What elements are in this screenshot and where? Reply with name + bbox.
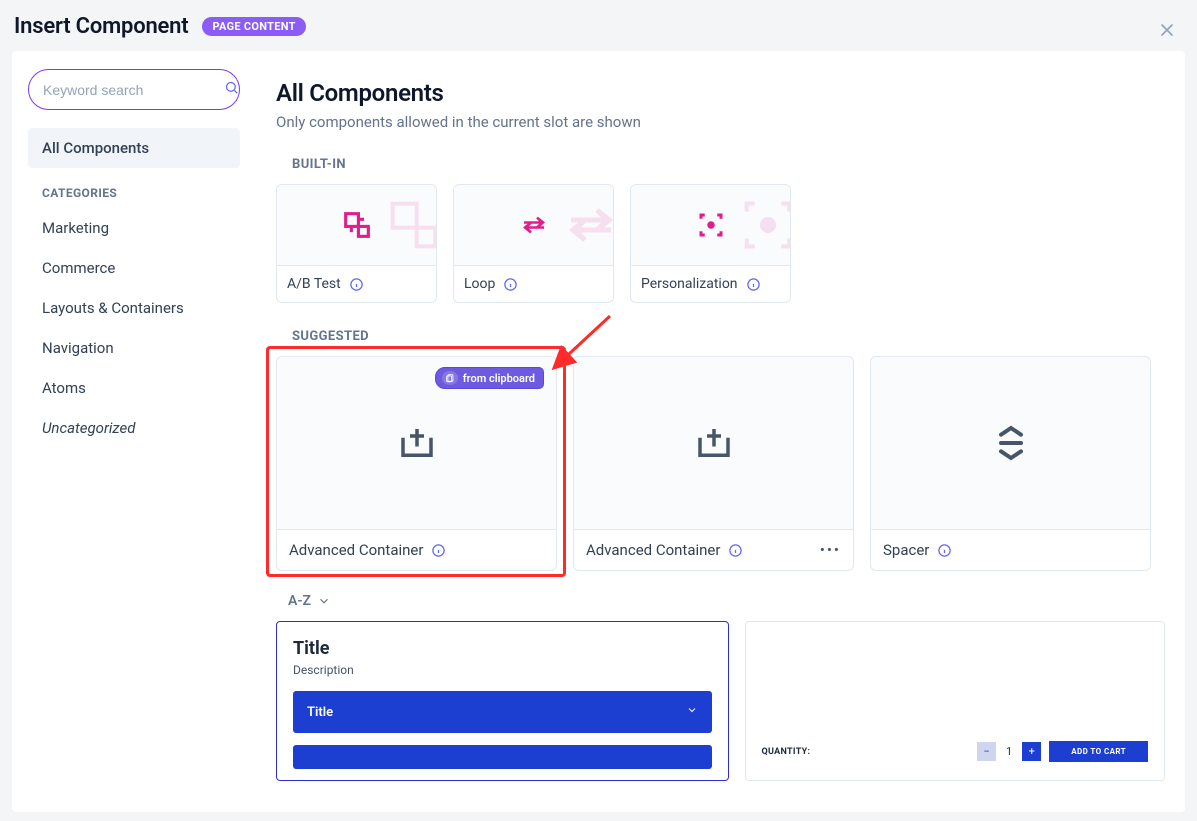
quantity-value: 1: [1004, 745, 1014, 758]
loop-ghost-icon: [547, 195, 613, 255]
add-to-cart-button[interactable]: ADD TO CART: [1049, 741, 1148, 762]
info-icon[interactable]: [349, 277, 364, 292]
info-icon[interactable]: [503, 277, 518, 292]
card-ab-test[interactable]: A/B Test: [276, 184, 437, 303]
info-icon[interactable]: [746, 277, 761, 292]
card-foot: Loop: [454, 265, 613, 302]
sidebar-item-uncategorized[interactable]: Uncategorized: [28, 408, 240, 448]
from-clipboard-badge: from clipboard: [435, 367, 544, 389]
preview-description: Description: [293, 663, 712, 677]
card-foot: Advanced Container •••: [574, 529, 853, 570]
personalization-ghost-icon: [726, 193, 790, 257]
close-icon[interactable]: [1157, 20, 1177, 44]
card-spacer[interactable]: Spacer: [870, 356, 1151, 571]
chevron-down-icon: [317, 594, 331, 608]
modal-header: Insert Component PAGE CONTENT: [0, 0, 1197, 51]
sidebar-nav: All Components CATEGORIES Marketing Comm…: [28, 128, 240, 448]
card-personalization[interactable]: Personalization: [630, 184, 791, 303]
sidebar-item-commerce[interactable]: Commerce: [28, 248, 240, 288]
sidebar-item-marketing[interactable]: Marketing: [28, 208, 240, 248]
section-heading-suggested: SUGGESTED: [292, 329, 1165, 344]
sidebar-heading-categories: CATEGORIES: [28, 168, 240, 208]
chevron-down-icon: [686, 704, 698, 720]
component-preview-accordion[interactable]: Title Description Title: [276, 621, 729, 781]
info-icon[interactable]: [431, 543, 446, 558]
container-icon: [693, 422, 735, 464]
modal-title: Insert Component: [14, 14, 188, 39]
info-icon[interactable]: [728, 543, 743, 558]
insert-component-modal: Insert Component PAGE CONTENT All Compon…: [0, 0, 1197, 821]
product-action-bar: QUANTITY: − 1 + ADD TO CART: [762, 741, 1149, 762]
card-label: Advanced Container: [289, 541, 423, 559]
sidebar-item-all[interactable]: All Components: [28, 128, 240, 168]
card-label: Personalization: [641, 276, 738, 292]
personalization-icon: [696, 210, 726, 240]
card-advanced-container-clipboard[interactable]: from clipboard Advanced Container: [276, 356, 557, 571]
info-icon[interactable]: [937, 543, 952, 558]
ab-test-icon: [340, 208, 374, 242]
card-label: Advanced Container: [586, 541, 720, 559]
quantity-plus-button[interactable]: +: [1022, 742, 1041, 761]
section-heading-builtin: BUILT-IN: [292, 157, 1165, 172]
spacer-icon: [991, 423, 1031, 463]
builtin-row: A/B Test: [276, 184, 1165, 303]
card-art: [871, 357, 1150, 529]
suggested-row: from clipboard Advanced Container: [276, 356, 1165, 571]
card-foot: A/B Test: [277, 265, 436, 302]
more-icon[interactable]: •••: [820, 541, 841, 559]
search-input[interactable]: [43, 82, 224, 98]
card-art-loop: [454, 185, 613, 265]
clip-badge-label: from clipboard: [463, 372, 535, 385]
main-title: All Components: [276, 79, 1165, 107]
container-icon: [396, 422, 438, 464]
sidebar-item-layouts[interactable]: Layouts & Containers: [28, 288, 240, 328]
preview-accordion-body: [293, 745, 712, 769]
card-label: Spacer: [883, 541, 929, 559]
card-art-pz: [631, 185, 790, 265]
ab-test-ghost-icon: [374, 193, 436, 257]
main-subtitle: Only components allowed in the current s…: [276, 113, 1165, 131]
component-preview-product[interactable]: QUANTITY: − 1 + ADD TO CART: [745, 621, 1166, 781]
card-loop[interactable]: Loop: [453, 184, 614, 303]
modal-body: All Components CATEGORIES Marketing Comm…: [12, 51, 1185, 812]
card-advanced-container[interactable]: Advanced Container •••: [573, 356, 854, 571]
card-art-ab: [277, 185, 436, 265]
search-icon: [224, 80, 239, 99]
card-foot: Advanced Container: [277, 529, 556, 570]
quantity-minus-button[interactable]: −: [977, 742, 996, 761]
card-label: A/B Test: [287, 276, 341, 292]
page-content-badge: PAGE CONTENT: [202, 17, 305, 36]
sidebar: All Components CATEGORIES Marketing Comm…: [12, 51, 256, 812]
search-input-wrap[interactable]: [28, 69, 240, 110]
preview-accordion-header: Title: [293, 691, 712, 733]
clipboard-icon: [442, 371, 458, 385]
sidebar-item-navigation[interactable]: Navigation: [28, 328, 240, 368]
card-label: Loop: [464, 276, 495, 292]
az-row: Title Description Title QUANTITY: − 1: [276, 621, 1165, 781]
sort-dropdown[interactable]: A-Z: [288, 593, 1165, 609]
quantity-label: QUANTITY:: [762, 747, 811, 757]
preview-title: Title: [293, 638, 712, 659]
card-art: from clipboard: [277, 357, 556, 529]
sort-label: A-Z: [288, 593, 311, 609]
card-foot: Personalization: [631, 265, 790, 302]
card-art: [574, 357, 853, 529]
card-foot: Spacer: [871, 529, 1150, 570]
preview-block-label: Title: [307, 705, 333, 720]
main-panel: All Components Only components allowed i…: [256, 51, 1185, 812]
sidebar-item-atoms[interactable]: Atoms: [28, 368, 240, 408]
loop-icon: [519, 210, 549, 240]
